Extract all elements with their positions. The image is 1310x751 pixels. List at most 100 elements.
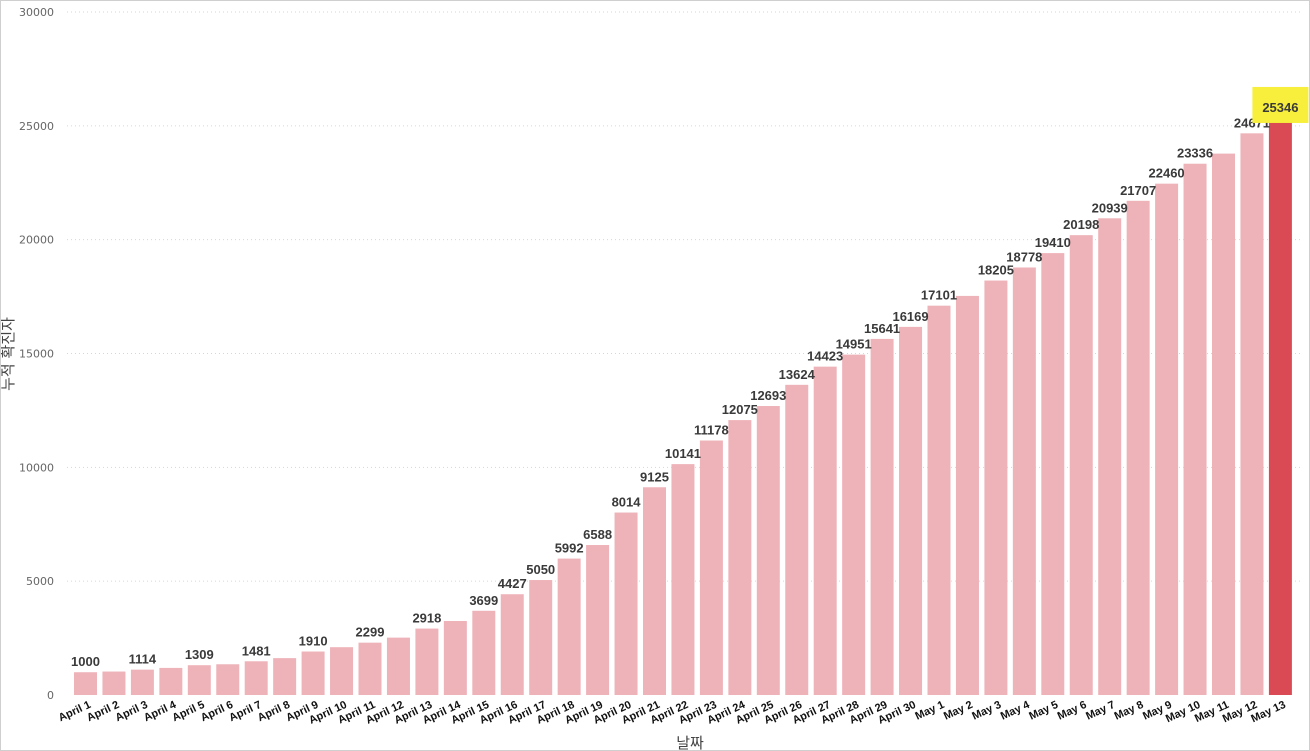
data-label: 1114	[129, 652, 157, 667]
x-tick-label: May 8	[1113, 699, 1146, 723]
data-label: 9125	[640, 469, 669, 484]
bar[interactable]	[187, 665, 211, 695]
y-tick-label: 0	[47, 689, 54, 702]
data-label: 17101	[921, 288, 957, 303]
x-axis-title: 날짜	[676, 734, 704, 750]
bar[interactable]	[813, 366, 837, 695]
x-tick-label: May 7	[1084, 699, 1117, 723]
data-label: 1309	[185, 647, 214, 662]
y-axis-ticks: 0 5000 10000 15000 20000 25000 30000	[19, 6, 54, 702]
data-label: 22460	[1149, 166, 1185, 181]
bar[interactable]	[443, 621, 467, 695]
bar[interactable]	[1126, 200, 1150, 696]
bar[interactable]	[927, 305, 951, 695]
data-label: 2299	[356, 625, 385, 640]
bar[interactable]	[1041, 253, 1065, 695]
bar[interactable]	[586, 545, 610, 695]
bar[interactable]	[842, 354, 866, 695]
data-label: 1481	[242, 643, 271, 658]
bar[interactable]	[358, 642, 382, 695]
data-label: 18205	[978, 263, 1014, 278]
bar[interactable]	[899, 326, 923, 695]
y-tick-label: 30000	[19, 6, 54, 19]
data-label: 8014	[612, 495, 642, 510]
bar[interactable]	[614, 512, 638, 695]
data-label: 2918	[412, 611, 441, 626]
bar[interactable]	[1069, 235, 1093, 695]
bar[interactable]	[415, 628, 439, 695]
bar[interactable]	[74, 672, 97, 695]
data-label: 5050	[526, 562, 555, 577]
bar[interactable]	[1012, 267, 1036, 695]
x-tick-label: May 3	[970, 699, 1003, 723]
data-label: 4427	[498, 576, 527, 591]
x-tick-label: May 1	[913, 699, 946, 723]
bar[interactable]	[984, 280, 1008, 695]
data-label: 5992	[555, 541, 584, 556]
bar[interactable]	[1098, 218, 1122, 696]
bar[interactable]	[159, 667, 183, 695]
y-tick-label: 10000	[19, 461, 54, 474]
bar[interactable]	[273, 658, 297, 695]
bar[interactable]	[386, 637, 410, 695]
data-labels: 1000 1114 1309 1481 1910 2299 2918 369944275050…	[71, 86, 1309, 669]
bar[interactable]	[330, 647, 354, 695]
data-label: 15641	[864, 321, 900, 336]
data-label: 11178	[694, 423, 729, 438]
data-label: 3699	[469, 593, 498, 608]
bars	[74, 117, 1292, 696]
data-label: 20939	[1092, 200, 1128, 215]
bar[interactable]	[870, 338, 894, 695]
bar[interactable]	[1183, 163, 1207, 696]
bar[interactable]	[500, 594, 524, 695]
x-tick-label: May 4	[999, 698, 1033, 722]
x-tick-label: May 2	[942, 699, 975, 723]
data-label: 16169	[892, 309, 928, 324]
data-label: 14951	[836, 337, 872, 352]
data-label: 6588	[583, 527, 612, 542]
y-tick-label: 25000	[19, 120, 54, 133]
x-tick-label: May 6	[1056, 699, 1089, 723]
data-label: 20198	[1063, 217, 1099, 232]
bar-highlighted[interactable]	[1268, 117, 1292, 696]
bar[interactable]	[1212, 153, 1235, 696]
bar[interactable]	[529, 580, 553, 695]
bar[interactable]	[102, 671, 126, 695]
bar[interactable]	[728, 420, 752, 695]
bar[interactable]	[557, 558, 581, 695]
x-tick-label: May 5	[1027, 699, 1060, 723]
data-label: 23336	[1177, 146, 1213, 161]
data-label: 12693	[750, 388, 786, 403]
bar[interactable]	[955, 295, 979, 695]
bar[interactable]	[301, 651, 325, 695]
data-label: 1910	[299, 634, 328, 649]
bar[interactable]	[671, 464, 695, 695]
data-label: 25346	[1262, 100, 1298, 115]
highlight-label-background	[1252, 86, 1309, 123]
data-label: 18778	[1006, 249, 1042, 264]
bar[interactable]	[216, 664, 240, 695]
y-tick-label: 5000	[26, 575, 54, 588]
data-label: 21707	[1120, 183, 1156, 198]
bar[interactable]	[130, 669, 154, 695]
data-label: 14423	[807, 349, 843, 364]
data-label: 1000	[71, 654, 100, 669]
bar[interactable]	[472, 610, 496, 695]
bar[interactable]	[699, 440, 723, 695]
bar[interactable]	[1240, 133, 1264, 696]
y-axis-title: 누적 확진자	[1, 317, 17, 391]
y-tick-label: 20000	[19, 234, 54, 247]
bar[interactable]	[643, 487, 666, 695]
data-label: 19410	[1035, 235, 1071, 250]
data-label: 12075	[722, 402, 758, 417]
bar[interactable]	[785, 384, 809, 695]
bar[interactable]	[756, 406, 780, 695]
bar[interactable]	[244, 661, 268, 695]
y-tick-label: 15000	[19, 348, 54, 361]
data-label: 13624	[779, 367, 816, 382]
bar[interactable]	[1155, 183, 1179, 696]
data-label: 10141	[665, 446, 701, 461]
